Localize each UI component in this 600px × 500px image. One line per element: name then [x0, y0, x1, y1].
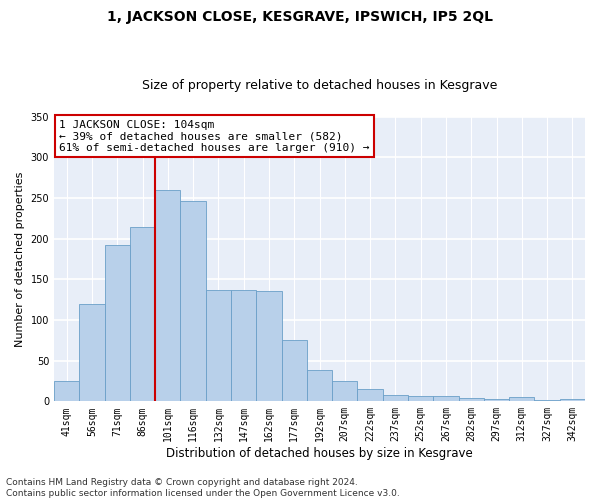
Bar [484, 399, 509, 402]
Bar [256, 291, 281, 402]
Bar [281, 340, 307, 402]
Bar [54, 381, 79, 402]
Bar [307, 370, 332, 402]
Bar [155, 190, 181, 402]
Bar [535, 400, 560, 402]
Text: 1, JACKSON CLOSE, KESGRAVE, IPSWICH, IP5 2QL: 1, JACKSON CLOSE, KESGRAVE, IPSWICH, IP5… [107, 10, 493, 24]
Bar [130, 228, 155, 402]
X-axis label: Distribution of detached houses by size in Kesgrave: Distribution of detached houses by size … [166, 447, 473, 460]
Bar [79, 304, 104, 402]
Title: Size of property relative to detached houses in Kesgrave: Size of property relative to detached ho… [142, 79, 497, 92]
Bar [509, 398, 535, 402]
Text: 1 JACKSON CLOSE: 104sqm
← 39% of detached houses are smaller (582)
61% of semi-d: 1 JACKSON CLOSE: 104sqm ← 39% of detache… [59, 120, 370, 153]
Bar [560, 399, 585, 402]
Bar [433, 396, 458, 402]
Bar [206, 290, 231, 402]
Bar [332, 381, 358, 402]
Bar [458, 398, 484, 402]
Bar [383, 395, 408, 402]
Bar [408, 396, 433, 402]
Text: Contains HM Land Registry data © Crown copyright and database right 2024.
Contai: Contains HM Land Registry data © Crown c… [6, 478, 400, 498]
Bar [104, 245, 130, 402]
Bar [181, 202, 206, 402]
Bar [358, 389, 383, 402]
Y-axis label: Number of detached properties: Number of detached properties [15, 172, 25, 346]
Bar [231, 290, 256, 402]
